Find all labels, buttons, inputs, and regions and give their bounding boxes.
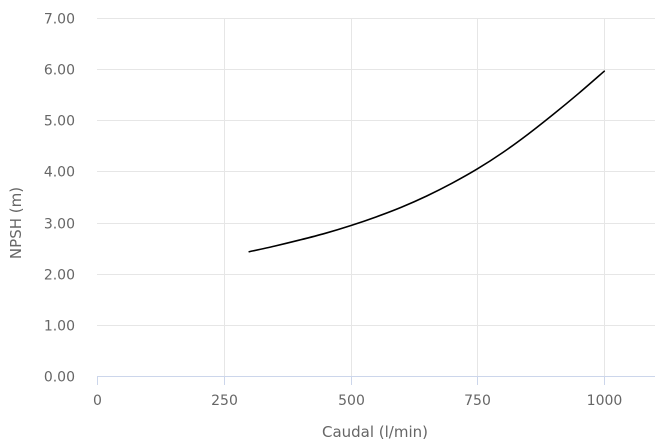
axis-layer xyxy=(97,376,655,385)
x-tick-label: 500 xyxy=(338,393,365,409)
y-tick-label: 7.00 xyxy=(44,12,75,28)
tick-label-layer: 0.00 1.00 2.00 3.00 4.00 5.00 6.00 7.00 0 250 500 7… xyxy=(44,12,622,410)
npsh-series-line xyxy=(248,70,606,253)
y-tick-label: 5.00 xyxy=(44,114,75,130)
grid-layer xyxy=(97,18,655,376)
x-tick-label: 1000 xyxy=(587,393,623,409)
y-tick-label: 3.00 xyxy=(44,217,75,233)
x-tick-label: 750 xyxy=(464,393,491,409)
y-tick-label: 2.00 xyxy=(44,268,75,284)
x-axis-title: Caudal (l/min) xyxy=(322,423,428,441)
y-tick-label: 6.00 xyxy=(44,63,75,79)
x-tick-label: 0 xyxy=(93,393,102,409)
y-tick-label: 4.00 xyxy=(44,165,75,181)
y-tick-label: 1.00 xyxy=(44,319,75,335)
x-tick-label: 250 xyxy=(211,393,238,409)
y-tick-label: 0.00 xyxy=(44,370,75,386)
series-layer xyxy=(248,70,606,253)
y-axis-title: NPSH (m) xyxy=(7,187,25,259)
